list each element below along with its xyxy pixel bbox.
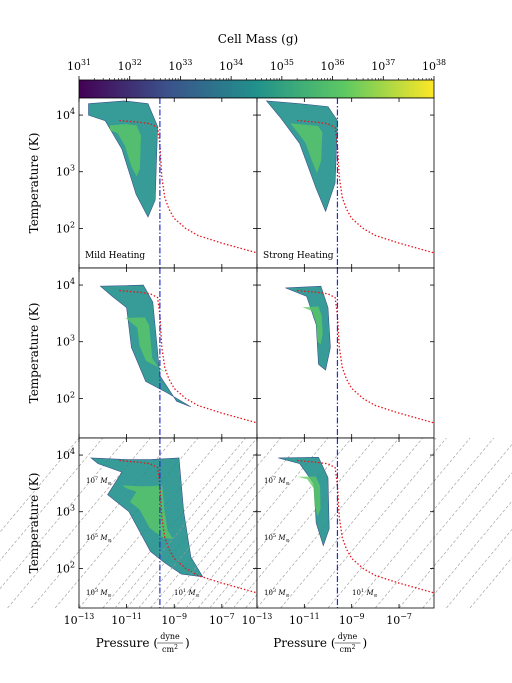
x-axis-label-denominator: cm2: [162, 644, 178, 654]
mass-distribution: [265, 100, 338, 213]
colorbar-tick-label: 1037: [371, 58, 395, 73]
x-axis-label-text: Pressure (: [96, 636, 158, 650]
x-tick-label: 10−7: [209, 612, 235, 627]
jeans-mass-line: [114, 437, 258, 609]
panel-r2-mild: 104 103 102: [56, 267, 258, 439]
x-tick-label: 10−11: [111, 612, 142, 627]
jeans-mass-label: 101 M⊙: [352, 588, 378, 599]
y-tick-label: 103: [56, 164, 75, 179]
jeans-mass-line: [138, 437, 281, 609]
x-axis-label: Pressure (dyne cm2): [96, 632, 190, 654]
jeans-mass-line: [327, 437, 471, 609]
jeans-mass-line: [304, 437, 447, 609]
x-tick-label: 10−11: [289, 612, 320, 627]
y-tick-label: 104: [56, 107, 75, 122]
jeans-mass-line: [126, 437, 270, 609]
jeans-mass-line: [375, 443, 512, 609]
panel-label: Mild Heating: [85, 251, 145, 261]
equilibrium-curve: [297, 119, 435, 254]
equilibrium-curve: [119, 289, 258, 424]
panel-background: [257, 98, 434, 268]
panel-r1-strong: Strong Heating: [256, 97, 435, 269]
panel-frame: [256, 437, 435, 609]
y-tick-label: 103: [56, 504, 75, 519]
y-axis-label: Temperature (K): [27, 473, 41, 574]
x-axis-label-numerator: dyne: [160, 632, 180, 641]
colorbar-title: Cell Mass (g): [218, 32, 298, 46]
jeans-mass-label: 103 M⊙: [264, 588, 290, 599]
x-axis-label-close: ): [185, 636, 190, 650]
jeans-mass-label: 103 M⊙: [86, 588, 112, 599]
jeans-mass-line: [422, 500, 512, 609]
panel-r2-strong: [256, 267, 435, 439]
x-axis-label-numerator: dyne: [338, 632, 358, 641]
x-axis-label-denominator: cm2: [340, 644, 356, 654]
x-tick-label: 10−7: [386, 612, 412, 627]
y-tick-label: 103: [56, 334, 75, 349]
jeans-mass-line: [209, 437, 352, 609]
equilibrium-curve: [297, 459, 435, 594]
jeans-mass-label: 105 M⊙: [86, 533, 112, 544]
mass-distribution: [285, 285, 331, 371]
x-tick-label: 10−13: [64, 612, 95, 627]
y-tick-label: 102: [56, 220, 75, 235]
mass-distribution-core: [297, 476, 321, 517]
jeans-mass-label: 107 M⊙: [264, 476, 290, 487]
y-tick-label: 102: [56, 560, 75, 575]
mass-distribution: [88, 100, 158, 218]
jeans-mass-label: 101 M⊙: [174, 588, 200, 599]
x-tick-label: 10−9: [339, 612, 365, 627]
panel-r3-strong: 10−13 10−11 10−9 10−7 107 M⊙ 105 M⊙ 103 M⊙ 101 …: [114, 437, 512, 627]
colorbar-tick-label: 1033: [168, 58, 192, 73]
jeans-mass-line: [0, 437, 80, 533]
x-axis-label: Pressure (dyne cm2): [273, 632, 367, 654]
mass-distribution-core: [109, 124, 141, 177]
jeans-mass-line: [162, 437, 305, 609]
equilibrium-curve: [119, 119, 258, 254]
mass-distribution-core: [125, 317, 167, 373]
mass-distribution-core: [290, 123, 323, 174]
colorbar-tick-label: 1034: [219, 58, 243, 73]
y-axis-label: Temperature (K): [27, 303, 41, 404]
panel-background: [79, 98, 257, 268]
jeans-mass-line: [351, 437, 494, 609]
jeans-mass-line: [469, 557, 512, 609]
equilibrium-curve: [297, 289, 435, 424]
jeans-mass-line: [398, 472, 512, 609]
colorbar-tick-label: 1031: [67, 58, 91, 73]
jeans-mass-line: [280, 437, 423, 609]
y-tick-label: 102: [56, 390, 75, 405]
colorbar-tick-label: 1036: [321, 58, 345, 73]
colorbar-tick-label: 1035: [270, 58, 294, 73]
axis-labels: Temperature (K) Temperature (K) Temperatur…: [27, 133, 367, 654]
x-axis-label-text: Pressure (: [273, 636, 335, 650]
x-tick-label: 10−13: [242, 612, 273, 627]
y-tick-label: 104: [56, 447, 75, 462]
mass-distribution-core: [302, 306, 323, 345]
panel-label: Strong Heating: [263, 251, 334, 261]
jeans-mass-label: 107 M⊙: [86, 476, 112, 487]
jeans-mass-label: 105 M⊙: [264, 533, 290, 544]
y-axis-label: Temperature (K): [27, 133, 41, 234]
panel-background: [79, 268, 257, 438]
jeans-mass-line: [0, 437, 127, 590]
colorbar-tick-label: 1038: [422, 58, 446, 73]
colorbar-tick-labels: 1031 1032 1033 1034 1035 1036 1037 1038: [67, 58, 446, 80]
jeans-mass-line: [446, 528, 512, 609]
y-tick-label: 104: [56, 277, 75, 292]
x-tick-label: 10−9: [161, 612, 187, 627]
panel-background: [257, 268, 434, 438]
panel-r1-mild: 104 103 102 Mild Heating: [56, 97, 258, 269]
colorbar: [78, 79, 435, 99]
equilibrium-curve: [119, 459, 258, 594]
panel-r3-mild: 104 103 102 10−13 10−11 10−9 10−7 107 M⊙ 105 M⊙ 1…: [0, 437, 437, 627]
panel-background: [257, 438, 434, 608]
x-axis-label-close: ): [363, 636, 368, 650]
colorbar-tick-label: 1032: [118, 58, 142, 73]
